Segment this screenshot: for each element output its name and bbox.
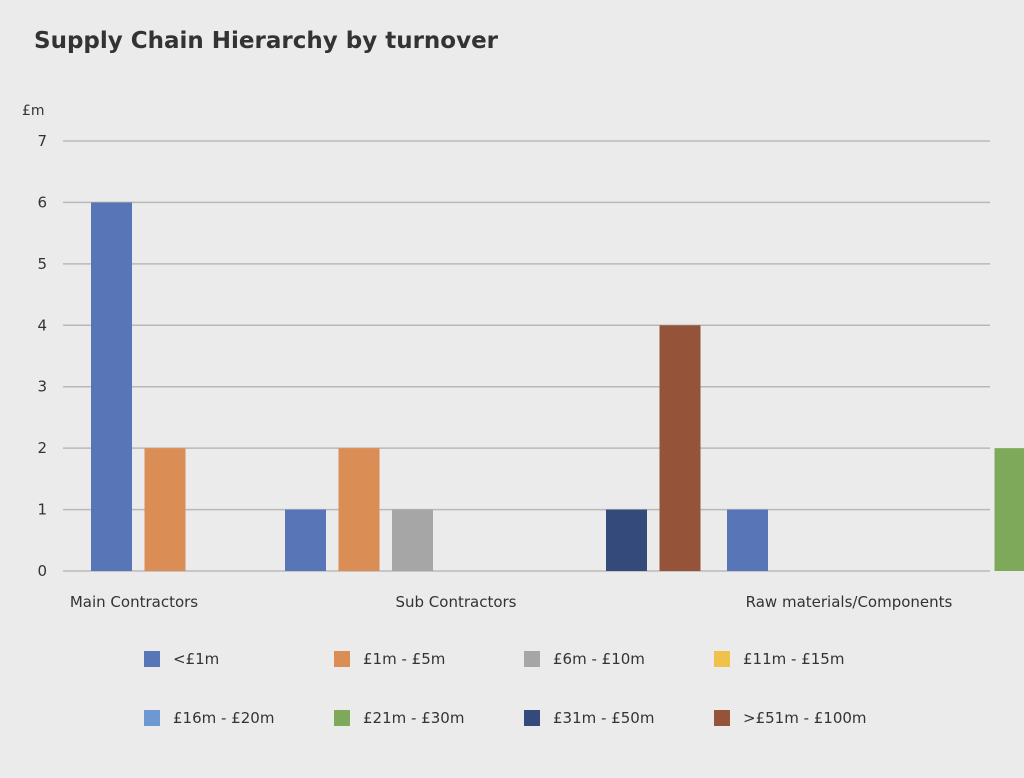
bar xyxy=(727,509,768,571)
legend-label: £6m - £10m xyxy=(553,650,645,668)
bar xyxy=(91,202,132,571)
legend-swatch xyxy=(334,651,350,667)
bar xyxy=(659,325,701,571)
y-axis-label: £m xyxy=(22,103,45,119)
legend-item: £11m - £15m xyxy=(714,646,904,672)
legend: <£1m £1m - £5m £6m - £10m £11m - £15m £16m -… xyxy=(144,646,1024,731)
legend-item: £6m - £10m xyxy=(524,646,714,672)
y-tick-label: 6 xyxy=(37,193,47,211)
legend-label: >£51m - £100m xyxy=(743,709,867,727)
y-axis: 0 1 2 3 4 5 6 7 xyxy=(37,132,47,580)
y-tick-label: 4 xyxy=(37,316,47,334)
legend-swatch xyxy=(524,710,540,726)
chart-plot: 0 1 2 3 4 5 6 7 £m Main Contractors Sub Contract… xyxy=(22,103,1024,611)
legend-swatch xyxy=(334,710,350,726)
legend-label: <£1m xyxy=(173,650,220,668)
legend-item: £21m - £30m xyxy=(334,705,524,731)
legend-swatch xyxy=(144,651,160,667)
bar xyxy=(338,448,380,571)
legend-swatch xyxy=(524,651,540,667)
legend-swatch xyxy=(144,710,160,726)
legend-item: £1m - £5m xyxy=(334,646,524,672)
x-category-label: Sub Contractors xyxy=(395,593,516,611)
y-tick-label: 5 xyxy=(37,255,47,273)
x-category-label: Main Contractors xyxy=(70,593,198,611)
bar xyxy=(392,509,433,571)
legend-item: <£1m xyxy=(144,646,334,672)
bar xyxy=(144,448,186,571)
legend-label: £1m - £5m xyxy=(363,650,446,668)
legend-item: £16m - £20m xyxy=(144,705,334,731)
bar xyxy=(285,509,326,571)
legend-label: £21m - £30m xyxy=(363,709,465,727)
x-axis: Main Contractors Sub Contractors Raw mater… xyxy=(70,593,953,611)
gridlines xyxy=(63,140,990,572)
chart-title: Supply Chain Hierarchy by turnover xyxy=(34,28,499,54)
legend-swatch xyxy=(714,710,730,726)
legend-label: £11m - £15m xyxy=(743,650,845,668)
bars xyxy=(91,202,1024,571)
legend-label: £31m - £50m xyxy=(553,709,655,727)
y-tick-label: 2 xyxy=(37,439,47,457)
y-tick-label: 3 xyxy=(37,378,47,396)
y-tick-label: 7 xyxy=(37,132,47,150)
legend-item: £31m - £50m xyxy=(524,705,714,731)
bar xyxy=(606,509,647,571)
legend-item: >£51m - £100m xyxy=(714,705,904,731)
y-tick-label: 0 xyxy=(37,562,47,580)
legend-label: £16m - £20m xyxy=(173,709,275,727)
bar xyxy=(994,448,1024,571)
legend-swatch xyxy=(714,651,730,667)
y-tick-label: 1 xyxy=(37,501,47,519)
x-category-label: Raw materials/Components xyxy=(746,593,953,611)
